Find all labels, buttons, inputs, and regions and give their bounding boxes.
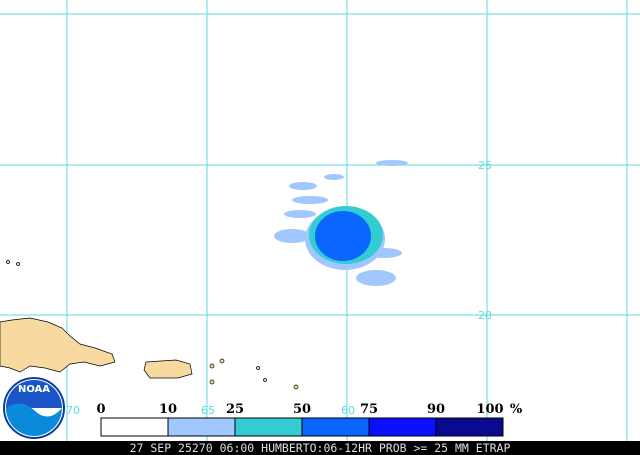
legend-label: 25: [226, 402, 244, 417]
legend-unit: %: [510, 402, 523, 417]
legend-label: 100: [476, 402, 503, 417]
lon-label: 70: [66, 404, 80, 417]
legend: 0 10 25 50 75 90 100 %: [96, 402, 523, 437]
caption-bar: [0, 441, 640, 455]
noaa-logo: NOAA: [3, 377, 65, 439]
legend-label: 0: [96, 402, 105, 417]
legend-label: 75: [360, 402, 378, 417]
legend-label: 90: [427, 402, 445, 417]
probability-field: [274, 160, 408, 286]
caption: 27 SEP 25270 06:00 HUMBERTO:06-12HR PROB…: [130, 441, 511, 455]
logo-text: NOAA: [18, 384, 50, 395]
land: [0, 260, 299, 390]
lon-label: 60: [341, 404, 355, 417]
lat-label: 20: [478, 309, 492, 322]
lon-label: 65: [201, 404, 215, 417]
legend-label: 50: [293, 402, 311, 417]
legend-label: 10: [159, 402, 177, 417]
lat-label: 25: [478, 159, 492, 172]
